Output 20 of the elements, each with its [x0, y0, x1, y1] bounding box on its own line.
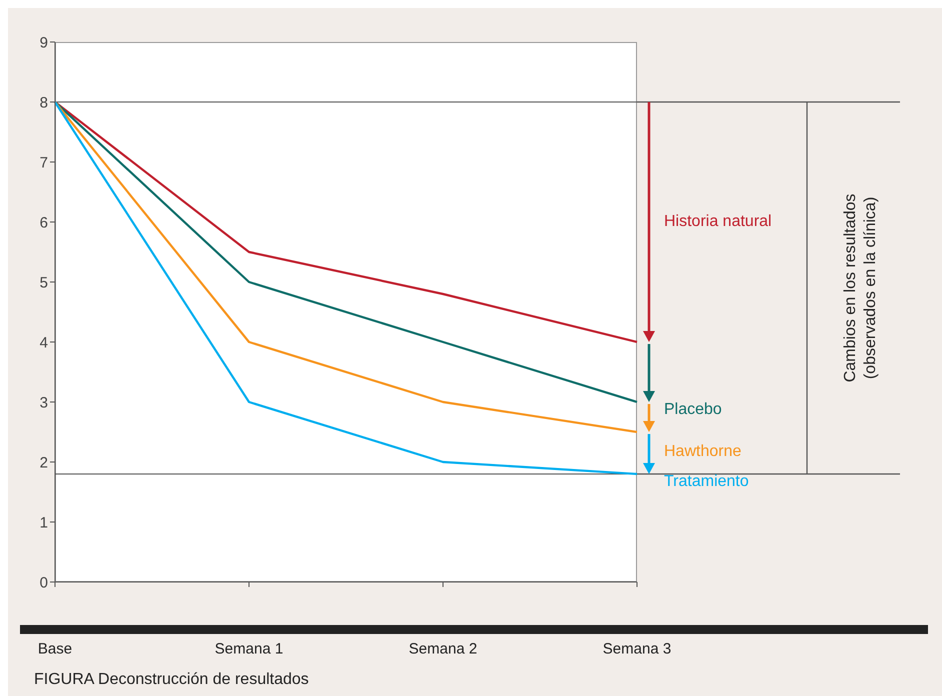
x-tick-label: Base	[38, 640, 72, 658]
x-tick-label: Semana 1	[214, 640, 284, 658]
y-tick-label: 4	[40, 334, 48, 352]
legend-label: Tratamiento	[664, 473, 749, 490]
legend-label: Placebo	[664, 401, 722, 418]
y-tick-label: 6	[40, 214, 48, 232]
text: Cambios en los resultados (observados en la clínica)	[842, 194, 879, 382]
y-tick-label: 2	[40, 454, 48, 472]
y-tick-label: 9	[40, 34, 48, 52]
y-tick-label: 1	[40, 514, 48, 532]
text: FIGURA Deconstrucción de resultados	[34, 671, 309, 688]
x-tick-label: Semana 3	[602, 640, 672, 658]
y-tick-label: 7	[40, 154, 48, 172]
x-tick-label: Semana 2	[408, 640, 478, 658]
y-tick-label: 8	[40, 94, 48, 112]
legend-label: Hawthorne	[664, 443, 742, 460]
y-tick-label: 5	[40, 274, 48, 292]
y-tick-label: 0	[40, 574, 48, 592]
y-tick-label: 3	[40, 394, 48, 412]
text: Historia natural	[664, 213, 772, 230]
